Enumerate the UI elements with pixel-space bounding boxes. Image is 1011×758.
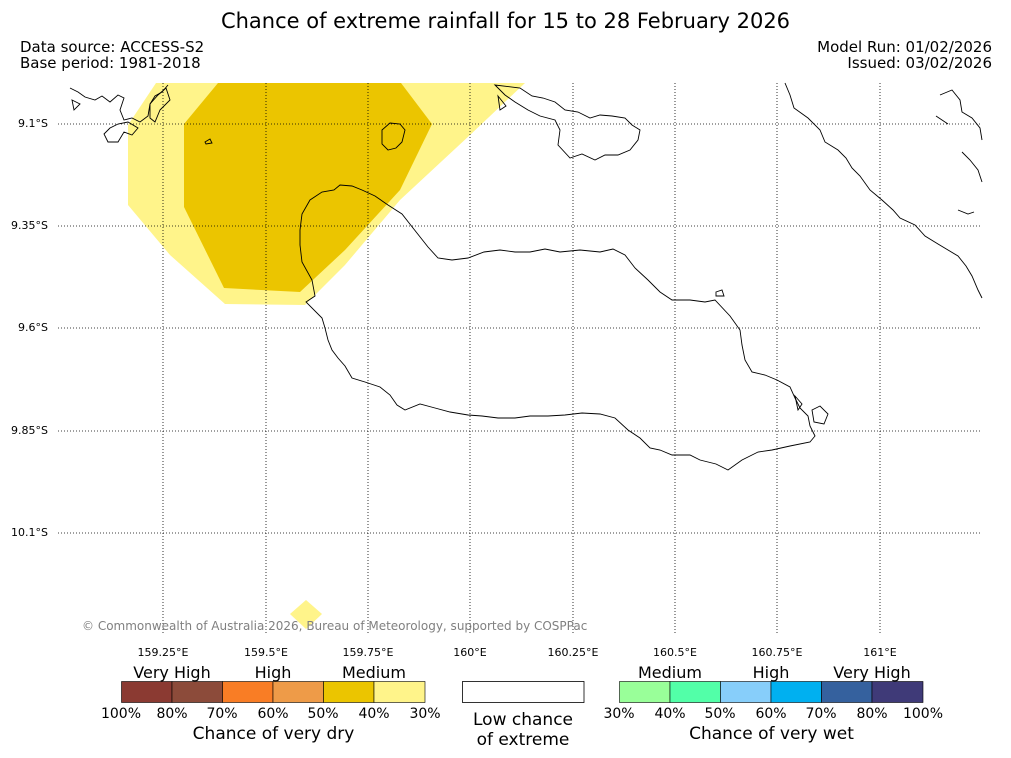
dry-swatch: [171, 681, 223, 703]
dry-category-very-high: Very High: [133, 663, 211, 682]
savo-tip: [149, 87, 171, 123]
neutral-legend-label: Low chance of extreme: [440, 710, 606, 750]
lon-label: 161°E: [863, 646, 897, 659]
run-info: Model Run: 01/02/2026 Issued: 03/02/2026: [817, 39, 992, 71]
wet-swatch: [720, 681, 772, 703]
model-run: Model Run: 01/02/2026: [817, 38, 992, 56]
marau-islets: [794, 394, 829, 425]
medium-dry-inner-zone: [184, 83, 432, 292]
copyright-notice: © Commonwealth of Australia 2026, Bureau…: [82, 619, 588, 633]
wet-tick: 70%: [805, 706, 837, 722]
wet-tick: 40%: [654, 706, 686, 722]
lon-label: 160°E: [453, 646, 487, 659]
graticule: [58, 83, 982, 635]
wet-legend-title: Chance of very wet: [689, 724, 854, 744]
dry-swatch: [222, 681, 274, 703]
wet-tick: 30%: [603, 706, 635, 722]
neutral-box: [462, 681, 585, 703]
neutral-label-line2: of extreme: [476, 730, 570, 750]
wet-swatch: [871, 681, 924, 703]
wet-tick: 50%: [704, 706, 736, 722]
lat-label: 9.35°S: [11, 219, 48, 232]
small-islet: [204, 138, 213, 145]
issued-date: Issued: 03/02/2026: [847, 54, 992, 72]
lon-label: 160.75°E: [751, 646, 803, 659]
source-info: Data source: ACCESS-S2 Base period: 1981…: [20, 39, 204, 71]
dry-tick: 50%: [307, 706, 339, 722]
dry-legend-title: Chance of very dry: [192, 724, 355, 744]
wet-swatch: [821, 681, 873, 703]
lat-label: 10.1°S: [11, 526, 48, 539]
nggela-coast: [493, 84, 641, 161]
dry-tick: 70%: [206, 706, 238, 722]
lon-label: 159.25°E: [137, 646, 189, 659]
map-title: Chance of extreme rainfall for 15 to 28 …: [220, 9, 791, 33]
wet-category-medium: Medium: [638, 663, 702, 682]
ngella-west-coast: [497, 94, 507, 111]
coastlines: [69, 82, 983, 471]
neutral-swatch: [462, 681, 585, 703]
wet-swatch: [770, 681, 822, 703]
data-source: Data source: ACCESS-S2: [20, 38, 205, 56]
medium-dry-south-patch: [290, 600, 322, 629]
dry-swatch: [323, 681, 375, 703]
lat-label: 9.6°S: [18, 321, 48, 334]
lon-label: 159.5°E: [244, 646, 288, 659]
east-islet: [715, 289, 725, 297]
lon-label: 160.5°E: [653, 646, 697, 659]
dry-tick: 80%: [156, 706, 188, 722]
russell-islands-coast: [69, 84, 169, 143]
neutral-label-line1: Low chance: [473, 710, 573, 730]
dry-swatch: [121, 681, 173, 703]
wet-swatch: [669, 681, 721, 703]
wet-category-very-high: Very High: [833, 663, 911, 682]
florida-islands-coast: [381, 122, 406, 151]
lat-label: 9.1°S: [18, 117, 48, 130]
wet-tick: 100%: [902, 706, 944, 722]
dry-category-high: High: [254, 663, 292, 682]
guadalcanal-coast: [299, 184, 816, 471]
forecast-regions: [128, 83, 525, 629]
dry-tick: 100%: [100, 706, 142, 722]
dry-category-medium: Medium: [342, 663, 406, 682]
lat-label: 9.85°S: [11, 424, 48, 437]
dry-colorbar: [121, 681, 426, 703]
wet-tick: 60%: [755, 706, 787, 722]
wet-tick: 80%: [856, 706, 888, 722]
dry-swatch: [272, 681, 324, 703]
dry-swatch: [373, 681, 426, 703]
lon-label: 160.25°E: [547, 646, 599, 659]
wet-swatch: [619, 681, 671, 703]
dry-tick: 60%: [257, 706, 289, 722]
dry-tick: 30%: [409, 706, 441, 722]
base-period: Base period: 1981-2018: [20, 54, 201, 72]
wet-colorbar: [619, 681, 924, 703]
wet-category-high: High: [752, 663, 790, 682]
dry-tick: 40%: [358, 706, 390, 722]
malaita-coast: [784, 82, 983, 299]
lon-label: 159.75°E: [342, 646, 394, 659]
